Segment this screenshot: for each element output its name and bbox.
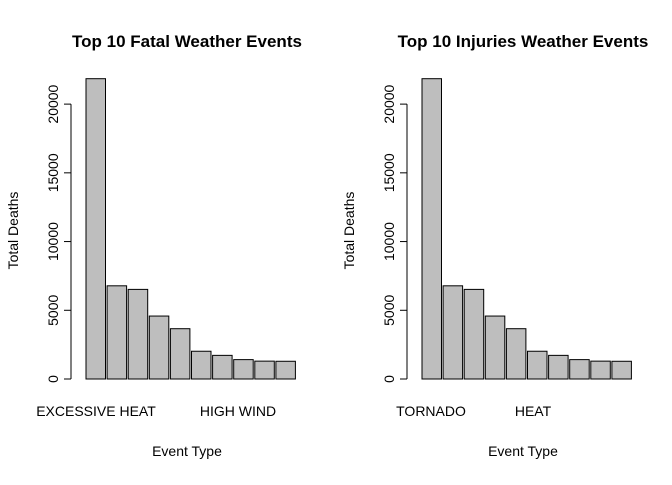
- y-tick-label: 10000: [45, 222, 61, 261]
- y-axis-label: Total Deaths: [341, 192, 357, 270]
- bar: [484, 315, 506, 380]
- y-tick-label: 15000: [381, 153, 397, 192]
- bar: [212, 354, 233, 380]
- bar: [254, 360, 275, 380]
- y-tick-label: 0: [381, 375, 397, 383]
- bar: [275, 360, 296, 380]
- x-category-label: HEAT: [515, 403, 552, 419]
- bar: [548, 354, 569, 380]
- bar: [442, 285, 464, 380]
- y-tick-label: 20000: [381, 84, 397, 123]
- bar: [127, 288, 149, 380]
- chart-title: Top 10 Injuries Weather Events: [398, 32, 649, 51]
- y-tick-label: 20000: [45, 84, 61, 123]
- bar: [233, 359, 254, 380]
- bar: [590, 360, 611, 380]
- x-category-label: TORNADO: [396, 403, 466, 419]
- bar: [611, 360, 632, 380]
- y-tick-label: 0: [45, 375, 61, 383]
- bar: [527, 350, 548, 380]
- bar: [463, 288, 485, 380]
- bar: [569, 359, 590, 380]
- y-axis-label: Total Deaths: [5, 192, 21, 270]
- chart-title: Top 10 Fatal Weather Events: [72, 32, 302, 51]
- bar: [191, 350, 212, 380]
- y-tick-label: 15000: [45, 153, 61, 192]
- x-category-label: HIGH WIND: [200, 403, 276, 419]
- y-tick-label: 10000: [381, 222, 397, 261]
- bar: [505, 328, 527, 380]
- bar: [169, 328, 191, 380]
- x-axis-label: Event Type: [152, 443, 222, 459]
- bar: [148, 315, 170, 380]
- bar: [85, 78, 106, 380]
- x-category-label: EXCESSIVE HEAT: [36, 403, 156, 419]
- y-tick-label: 5000: [381, 294, 397, 325]
- bar: [421, 78, 442, 380]
- x-axis-label: Event Type: [488, 443, 558, 459]
- bar: [106, 285, 128, 380]
- y-tick-label: 5000: [45, 294, 61, 325]
